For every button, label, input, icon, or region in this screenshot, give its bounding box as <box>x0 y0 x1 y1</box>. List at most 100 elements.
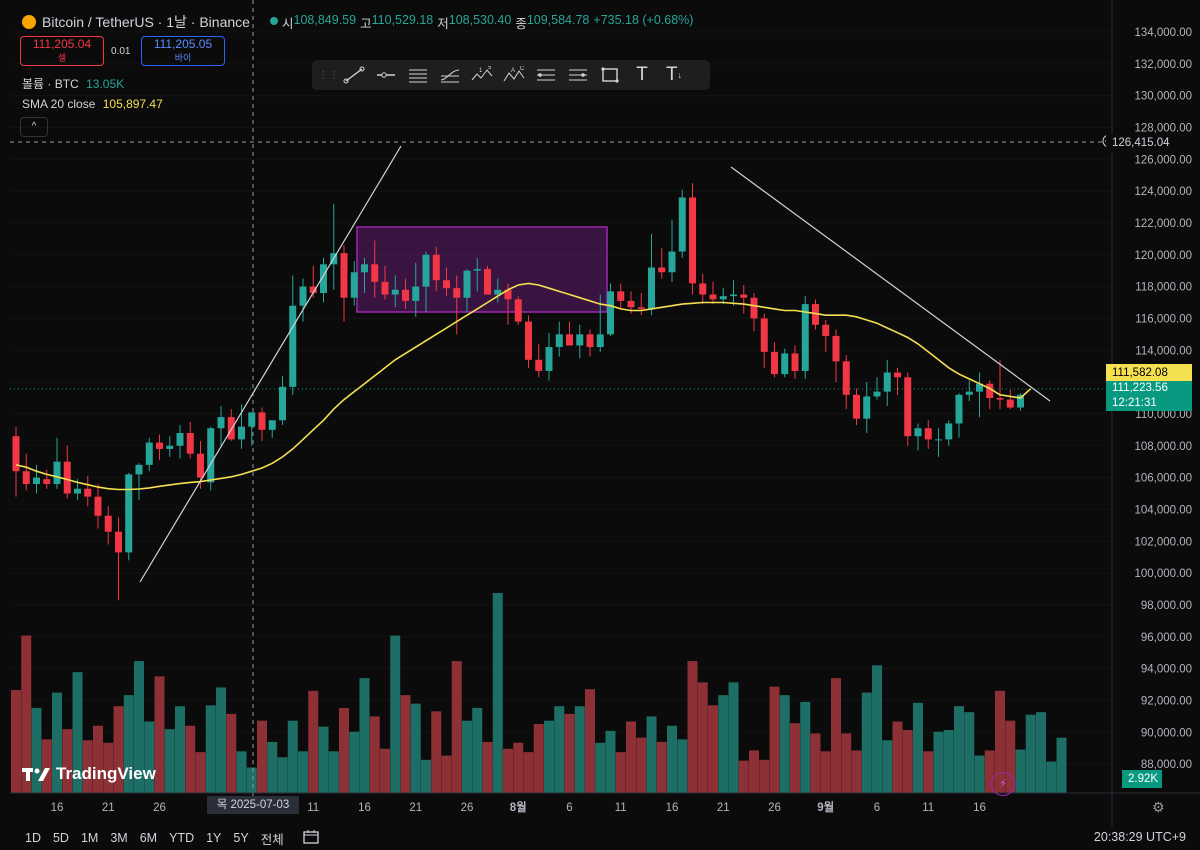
price-tick-label: 124,000.00 <box>1134 186 1192 198</box>
candle-body <box>935 439 942 441</box>
horizontal-ray-icon[interactable] <box>370 62 402 88</box>
chevron-up-icon: ^ <box>31 121 37 132</box>
candle-body <box>166 445 174 449</box>
timeframe-all[interactable]: 전체 <box>260 832 284 847</box>
candle-body <box>320 264 327 293</box>
candle-body <box>648 267 655 309</box>
timeframe-3m[interactable]: 3M <box>110 831 128 845</box>
sell-button[interactable]: 111,205.04 셀 <box>20 36 104 66</box>
time-tick-label: 16 <box>51 802 64 814</box>
time-tick-label: 26 <box>461 802 474 814</box>
low-value: 108,530.40 <box>448 13 512 27</box>
fib-retracement-icon[interactable] <box>434 62 466 88</box>
clock-timezone[interactable]: 20:38:29 UTC+9 <box>1093 830 1186 844</box>
volume-bar <box>954 706 964 793</box>
volume-bar <box>605 730 616 793</box>
candle-body <box>791 353 799 371</box>
volume-bar <box>21 635 32 793</box>
uptrend-line[interactable] <box>139 145 402 583</box>
consolidation-rectangle[interactable] <box>356 226 608 313</box>
volume-bar <box>492 593 503 793</box>
volume-bar <box>441 755 452 793</box>
ohlc-values: 시 108,849.59 고 110,529.18 저 108,530.40 종 109… <box>282 13 697 32</box>
tradingview-logo[interactable]: TradingView <box>22 764 156 784</box>
chart-settings-gear-icon[interactable]: ⚙ <box>1152 799 1165 815</box>
trend-line-icon[interactable] <box>338 62 370 88</box>
volume-bar <box>913 702 923 793</box>
volume-bar <box>175 706 185 793</box>
time-axis[interactable]: 16 21 26 11 16 21 26 8월 6 11 16 21 26 9월 6 11 16 <box>51 800 986 814</box>
candle-body <box>832 335 840 362</box>
volume-bar <box>1056 737 1067 793</box>
buy-button[interactable]: 111,205.05 바이 <box>141 36 225 66</box>
svg-text:1: 1 <box>479 68 483 74</box>
volume-bar <box>103 742 114 793</box>
candle-body <box>771 351 778 375</box>
buy-price: 111,205.05 <box>153 37 213 51</box>
candle-body <box>873 391 881 397</box>
candle-body <box>299 286 307 306</box>
text-icon[interactable]: T <box>636 64 648 85</box>
candle-body <box>863 396 871 419</box>
volume-bar <box>359 678 370 793</box>
volume-bar <box>1025 714 1036 793</box>
candle-body <box>248 412 256 427</box>
candle-body <box>422 254 430 287</box>
volume-bar <box>626 721 636 793</box>
timeframe-5y[interactable]: 5Y <box>233 831 249 845</box>
downtrend-line[interactable] <box>730 166 1051 402</box>
date-price-range-icon[interactable] <box>562 62 594 88</box>
timeframe-5d[interactable]: 5D <box>52 831 69 845</box>
volume-legend[interactable]: 볼륨 · BTC 13.05K <box>22 75 124 92</box>
volume-bar <box>185 725 196 793</box>
svg-text:5: 5 <box>488 66 492 71</box>
date-range-calendar-icon[interactable] <box>302 829 320 848</box>
volume-bar <box>328 751 339 793</box>
symbol-header[interactable]: Bitcoin / TetherUS · 1날 · Binance <box>22 12 250 32</box>
time-tick-label: 21 <box>717 802 730 814</box>
sma-legend-value: 105,897.47 <box>102 97 163 111</box>
volume-legend-value: 13.05K <box>86 77 125 91</box>
collapse-legend-button[interactable]: ^ <box>20 117 48 137</box>
candle-body <box>279 386 286 421</box>
candle-body <box>494 289 502 295</box>
volume-bar <box>72 672 83 793</box>
price-axis[interactable]: 134,000.00 132,000.00 130,000.00 128,000.00… <box>1134 27 1192 771</box>
volume-bar <box>902 730 913 793</box>
rectangle-icon[interactable] <box>594 62 626 88</box>
volume-bar <box>749 750 759 793</box>
timeframe-1d[interactable]: 1D <box>25 831 41 845</box>
timeframe-ytd[interactable]: YTD <box>169 831 195 845</box>
candle-body <box>258 412 266 430</box>
candle-body <box>719 296 727 300</box>
open-value: 108,849.59 <box>293 13 357 27</box>
drag-handle-icon[interactable]: ⋮⋮ <box>318 69 340 81</box>
candle-body <box>443 280 450 289</box>
volume-bar <box>339 707 349 793</box>
long-position-icon[interactable] <box>530 62 562 88</box>
volume-bar <box>482 741 493 793</box>
candle-body <box>976 383 983 392</box>
symbol-title[interactable]: Bitcoin / TetherUS · 1날 · Binance <box>42 14 250 30</box>
volume-bar <box>923 751 934 793</box>
volume-bar <box>646 716 657 793</box>
timeframe-1y[interactable]: 1Y <box>206 831 222 845</box>
svg-text:C: C <box>520 66 525 72</box>
volume-bar <box>257 720 267 793</box>
text-anchored-icon[interactable]: T ↓ <box>665 64 683 85</box>
time-tick-label: 26 <box>768 802 781 814</box>
lightning-icon[interactable]: ⚡ <box>991 772 1015 796</box>
candle-body <box>781 353 789 375</box>
candle-body <box>125 474 133 553</box>
time-tick-label: 16 <box>973 802 986 814</box>
candle-body <box>996 398 1004 400</box>
timeframe-6m[interactable]: 6M <box>139 831 158 845</box>
parallel-channel-icon[interactable] <box>402 62 434 88</box>
sma-legend[interactable]: SMA 20 close 105,897.47 <box>22 97 163 111</box>
timeframe-1m[interactable]: 1M <box>80 831 99 845</box>
candle-body <box>268 420 276 430</box>
price-tick-label: 104,000.00 <box>1134 504 1192 516</box>
